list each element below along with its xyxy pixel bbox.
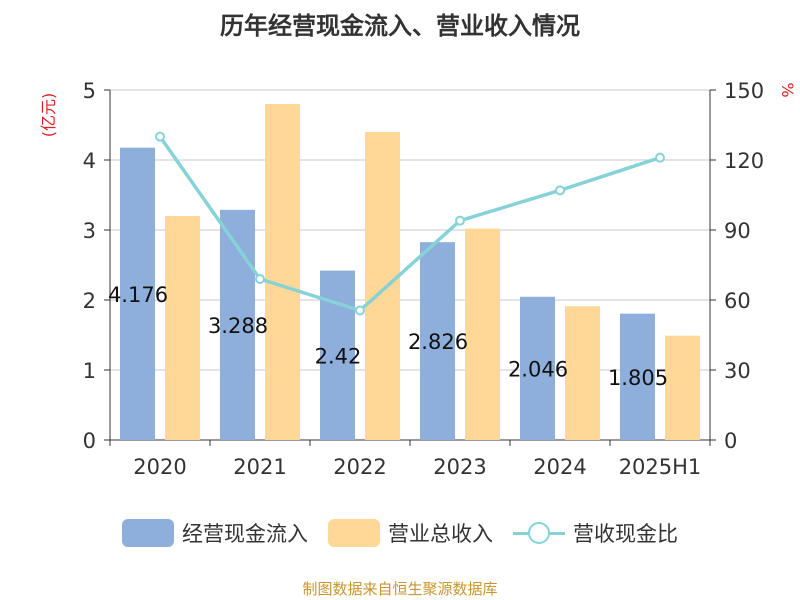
legend-label-cash-inflow: 经营现金流入 <box>182 522 308 546</box>
y-tick-label: 2 <box>83 289 96 313</box>
line-point-ratio <box>655 152 665 163</box>
y-tick-label: 1 <box>83 359 96 383</box>
line-ratio <box>158 135 661 313</box>
data-label-cash-inflow: 2.046 <box>508 357 568 381</box>
line-point-ratio <box>455 215 465 226</box>
bar-cash-inflow <box>520 296 555 440</box>
bar-revenue <box>565 306 600 440</box>
x-tick-label: 2023 <box>433 455 486 479</box>
bar-cash-inflow <box>120 147 155 440</box>
x-tick-label: 2022 <box>333 455 386 479</box>
legend-swatch-cash-inflow <box>122 519 174 547</box>
y2-axis-label: % <box>778 82 797 97</box>
source-note: 制图数据来自恒生聚源数据库 <box>302 580 498 598</box>
legend-item-ratio[interactable]: 营收现金比 <box>513 518 678 548</box>
line-point-ratio <box>355 305 365 316</box>
chart-plot: 0 1 2 3 4 5 0 30 60 90 120 150 (亿元)% 2020 2021 2022 2023… <box>39 79 797 479</box>
line-point-ratio <box>555 185 565 196</box>
bar-revenue <box>365 132 400 440</box>
y-tick-label: 4 <box>83 149 96 173</box>
bar-revenue <box>465 228 500 440</box>
chart-legend: 经营现金流入 营业总收入 营收现金比 <box>0 518 800 548</box>
legend-item-cash-inflow[interactable]: 经营现金流入 <box>122 518 308 548</box>
x-tick-label: 2021 <box>233 455 286 479</box>
bar-revenue <box>165 216 200 440</box>
bar-revenue <box>265 104 300 440</box>
x-tick-label: 2025H1 <box>619 455 702 479</box>
y-tick-label: 0 <box>83 429 96 453</box>
y2-tick-label: 30 <box>724 359 751 383</box>
x-tick-label: 2024 <box>533 455 586 479</box>
data-label-cash-inflow: 1.805 <box>608 366 668 390</box>
chart-title: 历年经营现金流入、营业收入情况 <box>220 12 580 40</box>
legend-item-revenue[interactable]: 营业总收入 <box>328 518 493 548</box>
bar-revenue <box>665 335 700 440</box>
y-axis-label: (亿元) <box>39 93 58 138</box>
legend-swatch-revenue <box>328 519 380 547</box>
x-tick-label: 2020 <box>133 455 186 479</box>
bar-cash-inflow <box>420 242 455 440</box>
data-label-cash-inflow: 2.826 <box>408 330 468 354</box>
legend-label-revenue: 营业总收入 <box>388 522 493 546</box>
line-point-ratio <box>255 274 265 284</box>
data-label-cash-inflow: 4.176 <box>108 283 168 307</box>
legend-label-ratio: 营收现金比 <box>573 522 678 546</box>
y-tick-label: 3 <box>83 219 96 243</box>
y2-tick-label: 60 <box>724 289 751 313</box>
y2-tick-label: 150 <box>724 79 764 103</box>
data-label-cash-inflow: 3.288 <box>208 314 268 338</box>
y-tick-label: 5 <box>83 79 96 103</box>
legend-swatch-ratio <box>513 519 565 547</box>
y2-tick-label: 90 <box>724 219 751 243</box>
y2-tick-label: 0 <box>724 429 737 453</box>
data-label-cash-inflow: 2.42 <box>315 344 362 368</box>
y2-tick-label: 120 <box>724 149 764 173</box>
bar-cash-inflow <box>620 313 655 440</box>
line-point-ratio <box>155 131 165 142</box>
